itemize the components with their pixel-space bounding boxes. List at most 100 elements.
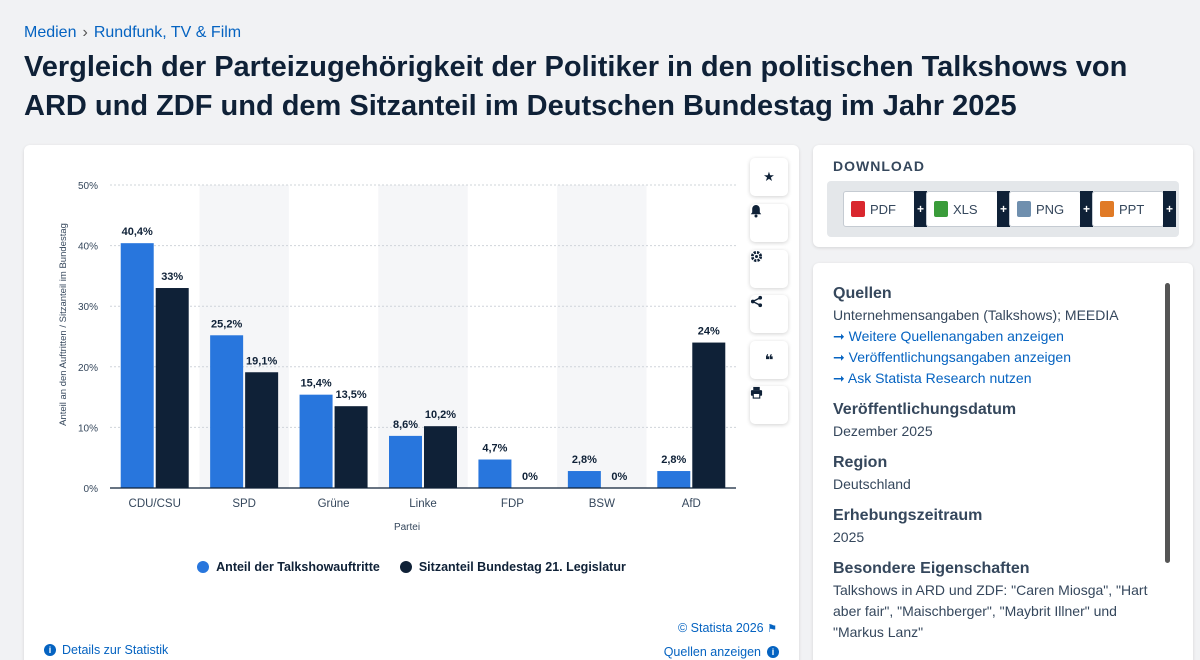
sources-link[interactable]: Quellen anzeigen i bbox=[664, 645, 779, 659]
legend-label-bundestag: Sitzanteil Bundestag 21. Legislatur bbox=[418, 560, 626, 574]
y-tick-label: 30% bbox=[78, 302, 98, 313]
bar bbox=[210, 335, 244, 488]
flag-icon: ⚑ bbox=[767, 623, 777, 635]
date-title: Veröffentlichungsdatum bbox=[833, 401, 1017, 418]
share-button[interactable] bbox=[750, 295, 788, 333]
breadcrumb-medien[interactable]: Medien bbox=[24, 24, 77, 41]
breadcrumb: Medien › Rundfunk, TV & Film bbox=[24, 24, 241, 42]
data-label: 15,4% bbox=[300, 378, 331, 390]
x-tick-label: Linke bbox=[409, 498, 437, 510]
data-label: 33% bbox=[161, 271, 183, 283]
print-icon bbox=[750, 386, 763, 399]
download-pdf-plus[interactable]: + bbox=[914, 191, 927, 227]
sources-value: Unternehmensangaben (Talkshows); MEEDIA bbox=[833, 307, 1119, 323]
download-png-plus[interactable]: + bbox=[1080, 191, 1093, 227]
print-button[interactable] bbox=[750, 386, 788, 424]
publication-info-link[interactable]: ➞ Veröffentlichungsangaben anzeigen bbox=[833, 347, 1163, 368]
bar bbox=[478, 459, 512, 488]
download-title: DOWNLOAD bbox=[833, 158, 925, 174]
data-label: 8,6% bbox=[393, 419, 418, 431]
x-tick-label: SPD bbox=[232, 498, 256, 510]
data-label: 2,8% bbox=[661, 454, 686, 466]
bar bbox=[155, 288, 189, 488]
bar bbox=[692, 342, 726, 488]
breadcrumb-rundfunk[interactable]: Rundfunk, TV & Film bbox=[93, 24, 242, 41]
period-title: Erhebungszeitraum bbox=[833, 507, 983, 524]
x-tick-label: CDU/CSU bbox=[129, 498, 181, 510]
download-pdf-button[interactable]: PDF bbox=[843, 191, 915, 227]
period-section: Erhebungszeitraum 2025 bbox=[833, 507, 1163, 548]
bar bbox=[299, 394, 333, 488]
ask-research-link[interactable]: ➞ Ask Statista Research nutzen bbox=[833, 368, 1163, 389]
download-xls-button[interactable]: XLS bbox=[926, 191, 998, 227]
more-sources-link[interactable]: ➞ Weitere Quellenangaben anzeigen bbox=[833, 326, 1163, 347]
sources-link-text: Quellen anzeigen bbox=[663, 645, 761, 659]
y-tick-label: 50% bbox=[78, 181, 98, 192]
cite-button[interactable]: ❝ bbox=[750, 341, 788, 379]
legend-item-talkshow[interactable]: Anteil der Talkshowauftritte bbox=[197, 560, 380, 574]
x-tick-label: AfD bbox=[682, 498, 701, 510]
bar bbox=[245, 372, 279, 488]
data-label: 19,1% bbox=[246, 355, 277, 367]
xls-file-icon bbox=[934, 201, 948, 217]
bar bbox=[657, 471, 691, 488]
ask-research-text: Ask Statista Research nutzen bbox=[847, 370, 1032, 386]
download-ppt-button[interactable]: PPT bbox=[1092, 191, 1164, 227]
pdf-label: PDF bbox=[870, 201, 896, 217]
date-value: Dezember 2025 bbox=[833, 423, 933, 439]
sources-title: Quellen bbox=[833, 285, 892, 302]
settings-button[interactable] bbox=[750, 250, 788, 288]
star-icon: ★ bbox=[763, 169, 775, 184]
region-title: Region bbox=[833, 454, 888, 471]
publication-info-text: Veröffentlichungsangaben anzeigen bbox=[848, 349, 1071, 365]
region-value: Deutschland bbox=[833, 476, 911, 492]
details-link[interactable]: i Details zur Statistik bbox=[44, 643, 168, 657]
x-tick-label: FDP bbox=[501, 498, 524, 510]
details-link-text: Details zur Statistik bbox=[62, 643, 169, 657]
region-section: Region Deutschland bbox=[833, 454, 1163, 495]
category-band bbox=[557, 185, 647, 488]
bell-icon bbox=[750, 205, 762, 218]
download-panel: DOWNLOAD PDF + XLS + PNG + PPT + bbox=[813, 145, 1193, 247]
notification-button[interactable] bbox=[750, 204, 788, 242]
data-label: 0% bbox=[611, 471, 627, 483]
scrollbar[interactable] bbox=[1165, 283, 1170, 563]
data-label: 24% bbox=[698, 326, 720, 338]
y-tick-label: 40% bbox=[78, 242, 98, 253]
date-section: Veröffentlichungsdatum Dezember 2025 bbox=[833, 401, 1163, 442]
y-axis-title: Anteil an den Auftritten / Sitzanteil im… bbox=[58, 223, 69, 426]
download-buttons: PDF + XLS + PNG + PPT + bbox=[827, 181, 1179, 237]
download-ppt-plus[interactable]: + bbox=[1163, 191, 1176, 227]
x-axis-title: Partei bbox=[394, 522, 420, 533]
period-value: 2025 bbox=[833, 529, 865, 545]
png-file-icon bbox=[1017, 201, 1031, 217]
data-label: 40,4% bbox=[122, 226, 153, 238]
y-tick-label: 10% bbox=[78, 423, 98, 434]
data-label: 4,7% bbox=[482, 443, 507, 455]
info-icon: i bbox=[767, 646, 779, 658]
bar bbox=[389, 435, 422, 488]
properties-section: Besondere Eigenschaften Talkshows in ARD… bbox=[833, 560, 1163, 643]
bar-chart: 40,4% 33% 25,2% 19,1% 15,4% 13,5% 8,6% 10,2% 4,7… bbox=[58, 181, 736, 533]
star-button[interactable]: ★ bbox=[750, 158, 788, 196]
page-title: Vergleich der Parteizugehörigkeit der Po… bbox=[24, 51, 1128, 122]
download-png-button[interactable]: PNG bbox=[1009, 191, 1081, 227]
gear-icon bbox=[750, 250, 763, 263]
info-icon: i bbox=[44, 644, 56, 656]
arrow-right-icon: ➞ bbox=[833, 328, 845, 344]
chart-card: 40,4% 33% 25,2% 19,1% 15,4% 13,5% 8,6% 10,2% 4,7… bbox=[24, 145, 799, 660]
data-label: 10,2% bbox=[425, 409, 456, 421]
data-label: 2,8% bbox=[572, 454, 597, 466]
y-tick-label: 0% bbox=[84, 484, 99, 495]
download-xls-plus[interactable]: + bbox=[997, 191, 1010, 227]
share-icon bbox=[750, 295, 763, 308]
more-sources-text: Weitere Quellenangaben anzeigen bbox=[848, 328, 1064, 344]
legend-dot-talkshow bbox=[197, 561, 210, 573]
data-label: 25,2% bbox=[211, 318, 242, 330]
data-label: 0% bbox=[522, 471, 538, 483]
xls-label: XLS bbox=[953, 201, 978, 217]
legend-item-bundestag[interactable]: Sitzanteil Bundestag 21. Legislatur bbox=[399, 560, 626, 574]
y-tick-label: 20% bbox=[78, 363, 98, 374]
arrow-right-icon: ➞ bbox=[833, 370, 845, 386]
copyright-link[interactable]: © Statista 2026 ⚑ bbox=[678, 621, 777, 635]
